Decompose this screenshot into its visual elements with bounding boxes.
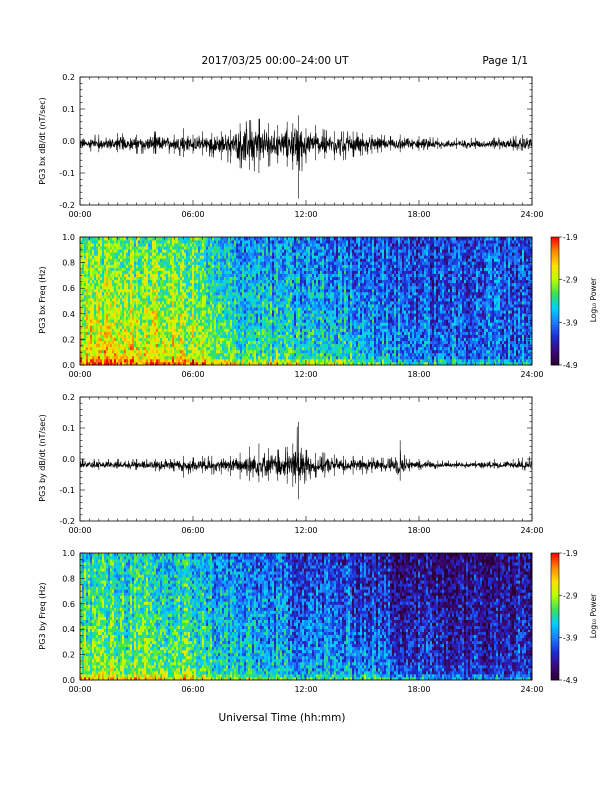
- bx-freq-ylabel: PG3 bx Freq (Hz): [38, 266, 47, 333]
- dbdt-x-tick-label: 24:00: [520, 210, 543, 219]
- bx-spectrogram-panel: PG3 bx Freq (Hz) Log₁₀ Power 1.00.80.60.…: [38, 233, 598, 379]
- page-number: Page 1/1: [482, 55, 528, 67]
- bx-dbdt-ylabel: PG3 bx dB/dt (nT/sec): [38, 97, 47, 184]
- dbdt-x-tick-label: 12:00: [294, 210, 317, 219]
- y-tick-label: 0.0: [62, 137, 75, 146]
- y-tick-label: -0.1: [59, 169, 75, 178]
- bx-dbdt-panel: PG3 bx dB/dt (nT/sec) 0.20.10.0-0.1-0.20…: [38, 73, 544, 219]
- dbdt-x-tick-label: 18:00: [407, 210, 430, 219]
- bx-colorbar-label: Log₁₀ Power: [589, 277, 598, 322]
- dbdt-x-tick-label: 00:00: [68, 210, 91, 219]
- y-tick-label: 0.1: [62, 105, 75, 114]
- y-tick-label: -0.2: [59, 201, 75, 210]
- dbdt-trace-line: [80, 115, 532, 198]
- y-tick-label: 0.2: [62, 73, 75, 82]
- page-title: 2017/03/25 00:00–24:00 UT: [201, 55, 349, 67]
- dbdt-x-tick-label: 06:00: [181, 210, 204, 219]
